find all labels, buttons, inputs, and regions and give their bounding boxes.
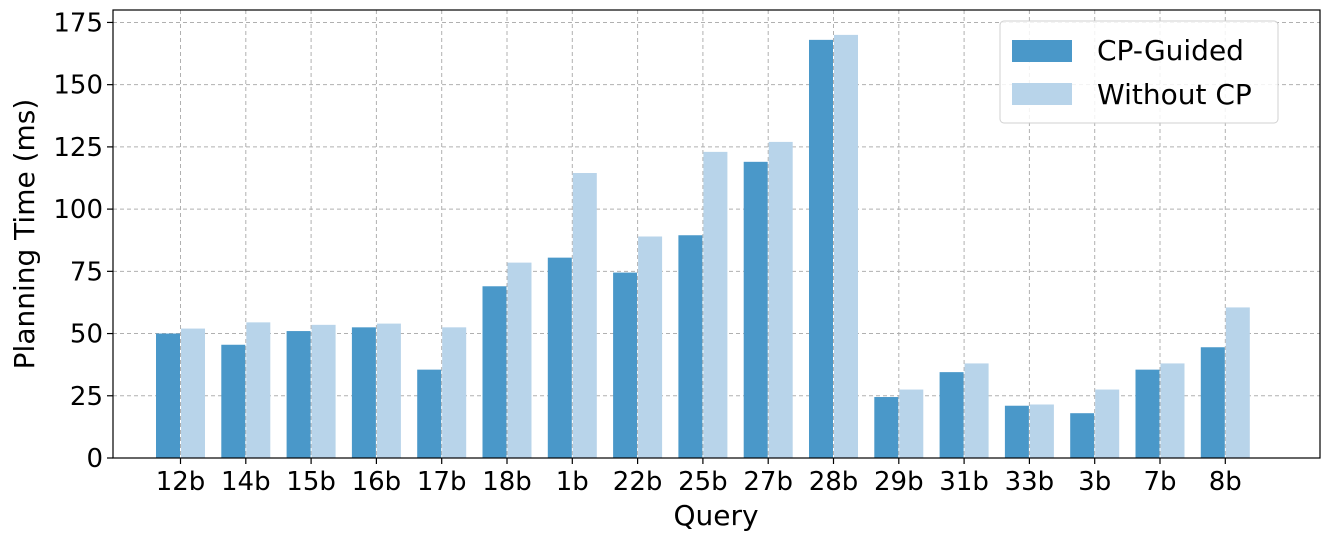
bar-without-cp-28b — [834, 34, 858, 459]
bar-without-cp-33b — [1029, 404, 1054, 458]
x-tick-label: 25b — [678, 467, 728, 497]
y-tick-label: 100 — [53, 195, 103, 225]
bars — [156, 34, 1250, 459]
y-tick-label: 150 — [53, 71, 103, 101]
y-tick-label: 125 — [53, 133, 103, 163]
plot-frame — [112, 9, 1321, 459]
x-tick-label: 3b — [1078, 467, 1111, 497]
bar-cp-guided-15b — [286, 331, 311, 458]
bar-without-cp-22b — [638, 236, 663, 458]
legend-swatch-cp-guided — [1012, 40, 1072, 62]
y-axis-ticks: 0 25 50 75 100 125 150 175 — [53, 8, 113, 474]
bar-without-cp-3b — [1095, 389, 1120, 458]
x-tick-label: 15b — [286, 467, 336, 497]
x-tick-label: 7b — [1143, 467, 1176, 497]
y-tick-label: 75 — [70, 257, 103, 287]
bar-without-cp-15b — [311, 324, 336, 458]
bar-cp-guided-28b — [809, 39, 833, 458]
bar-cp-guided-27b — [743, 161, 768, 459]
x-tick-label: 31b — [939, 467, 989, 497]
bar-without-cp-18b — [507, 262, 532, 458]
x-axis-label: Query — [673, 499, 758, 532]
x-tick-label: 16b — [352, 467, 402, 497]
bar-cp-guided-7b — [1135, 369, 1160, 458]
bar-without-cp-1b — [572, 173, 597, 458]
x-tick-label: 29b — [874, 467, 924, 497]
legend-label-cp-guided: CP-Guided — [1097, 34, 1244, 67]
bar-without-cp-17b — [442, 327, 467, 458]
x-tick-label: 22b — [613, 467, 663, 497]
bar-without-cp-25b — [703, 151, 728, 458]
bar-cp-guided-29b — [874, 397, 899, 458]
x-tick-label: 17b — [417, 467, 467, 497]
bar-without-cp-8b — [1225, 307, 1250, 458]
x-tick-label: 14b — [221, 467, 271, 497]
bar-without-cp-12b — [181, 328, 205, 458]
legend-label-without-cp: Without CP — [1097, 78, 1252, 111]
bar-cp-guided-14b — [221, 344, 246, 458]
bar-without-cp-14b — [246, 322, 271, 458]
x-tick-label: 27b — [743, 467, 793, 497]
bar-cp-guided-1b — [547, 257, 572, 458]
bar-cp-guided-22b — [613, 272, 638, 458]
bar-cp-guided-18b — [482, 286, 507, 458]
bar-cp-guided-31b — [939, 372, 964, 458]
bar-without-cp-16b — [376, 323, 401, 458]
bar-without-cp-27b — [768, 141, 793, 458]
y-tick-label: 175 — [53, 8, 103, 38]
x-tick-label: 33b — [1005, 467, 1055, 497]
y-tick-label: 0 — [86, 444, 103, 474]
bar-cp-guided-16b — [351, 327, 376, 458]
bar-cp-guided-8b — [1200, 347, 1225, 458]
y-axis-label: Planning Time (ms) — [8, 99, 41, 370]
x-tick-label: 18b — [482, 467, 532, 497]
x-tick-label: 28b — [809, 467, 859, 497]
bar-without-cp-7b — [1160, 363, 1185, 458]
bar-cp-guided-17b — [417, 369, 442, 458]
bar-cp-guided-3b — [1070, 413, 1095, 458]
x-tick-label: 1b — [556, 467, 589, 497]
y-tick-label: 25 — [70, 382, 103, 412]
x-axis-ticks: 12b 14b 15b 16b 17b 18b 1b 22b 25b 27b 28b 29b 31b 33… — [156, 458, 1242, 497]
legend-swatch-without-cp — [1012, 83, 1072, 105]
legend: CP-Guided Without CP — [999, 20, 1279, 124]
y-tick-label: 50 — [70, 320, 103, 350]
bar-cp-guided-25b — [678, 235, 703, 458]
bar-cp-guided-12b — [156, 333, 180, 458]
bar-without-cp-31b — [964, 363, 989, 458]
bar-cp-guided-33b — [1004, 405, 1029, 458]
x-tick-label: 12b — [156, 467, 206, 497]
x-tick-label: 8b — [1209, 467, 1242, 497]
bar-without-cp-29b — [899, 389, 924, 458]
